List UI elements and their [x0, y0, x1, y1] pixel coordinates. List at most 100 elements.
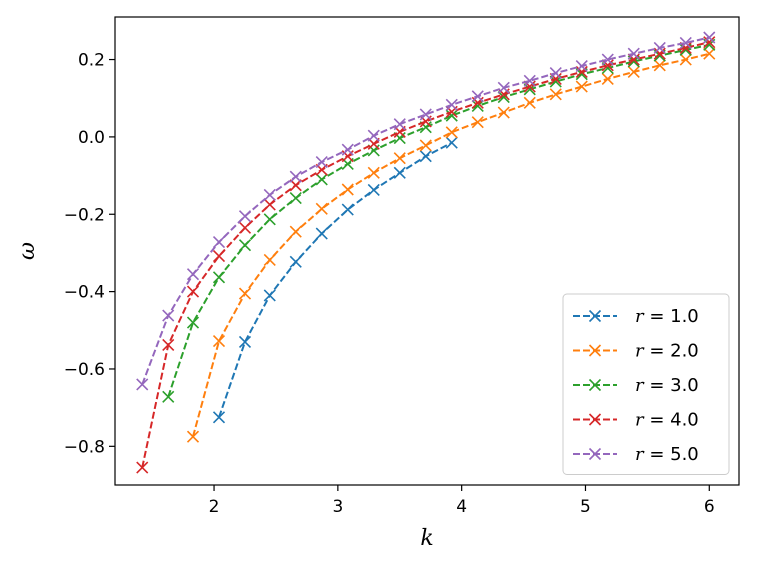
data-point: [393, 118, 406, 131]
data-point: [289, 191, 302, 205]
data-point: [341, 183, 354, 196]
data-point: [315, 155, 328, 169]
series-line: [218, 141, 453, 418]
data-point: [703, 36, 716, 49]
x-tick-label: 2: [209, 497, 220, 517]
data-point: [653, 47, 666, 60]
data-point: [263, 198, 276, 211]
data-point: [212, 271, 226, 284]
legend-label: r = 4.0: [635, 410, 699, 431]
data-point: [393, 152, 406, 165]
plot-frame: [114, 16, 740, 486]
data-point: [238, 239, 252, 252]
x-tick-label: 5: [580, 497, 591, 517]
data-point: [238, 221, 252, 234]
data-point: [575, 80, 588, 93]
legend-box: [562, 293, 730, 475]
data-point: [575, 65, 588, 78]
data-point: [212, 249, 226, 263]
data-point: [523, 74, 536, 87]
legend-marker: [588, 309, 602, 323]
data-point: [497, 81, 510, 94]
data-point: [367, 166, 380, 179]
data-point: [497, 106, 510, 119]
x-tick-label: 4: [456, 497, 467, 517]
y-tick-label: 0.2: [78, 51, 105, 71]
data-point: [627, 65, 640, 78]
data-point: [162, 390, 175, 403]
data-point: [445, 109, 458, 122]
data-point: [601, 72, 614, 85]
y-axis: −0.8 −0.6 −0.4 −0.2 0.0 0.2: [64, 51, 115, 457]
legend-label: r = 1.0: [635, 306, 699, 327]
legend-item: r = 5.0: [573, 444, 699, 465]
data-point: [703, 31, 716, 44]
data-point: [238, 335, 252, 348]
x-axis: 2 3 4 5 6: [209, 485, 715, 517]
y-tick-label: −0.8: [64, 437, 105, 457]
data-point: [238, 210, 252, 223]
data-point: [419, 139, 432, 152]
data-point: [186, 430, 200, 443]
series-line: [167, 43, 710, 398]
data-point: [445, 98, 458, 111]
legend-label: r = 2.0: [635, 341, 699, 362]
legend-label: r = 3.0: [635, 375, 699, 396]
series-line: [141, 41, 710, 468]
data-point: [238, 287, 252, 300]
data-point: [653, 41, 666, 55]
data-point: [289, 179, 302, 192]
data-point: [627, 47, 640, 60]
data-point: [186, 285, 200, 298]
series-1: [212, 136, 458, 424]
data-point: [627, 53, 640, 66]
legend-item: r = 2.0: [573, 341, 699, 362]
data-point: [471, 116, 484, 129]
data-point: [419, 108, 432, 121]
series-3: [162, 38, 716, 403]
y-tick-label: −0.2: [64, 205, 105, 225]
data-point: [703, 47, 716, 60]
data-point: [367, 129, 380, 142]
data-point: [341, 143, 354, 156]
legend: r = 1.0 r = 2.0 r = 3.0 r = 4.0 r = 5.0: [562, 293, 730, 475]
data-point: [653, 59, 666, 72]
data-point: [679, 36, 692, 49]
series-layer: [136, 31, 716, 474]
data-point: [419, 150, 432, 163]
data-point: [549, 75, 562, 88]
data-point: [445, 136, 458, 149]
data-point: [315, 227, 328, 240]
data-point: [549, 67, 562, 80]
x-tick-label: 6: [704, 497, 715, 517]
data-point: [162, 338, 175, 352]
legend-item: r = 1.0: [573, 306, 699, 327]
data-point: [315, 173, 328, 186]
legend-label: r = 5.0: [635, 444, 699, 465]
data-point: [289, 225, 302, 238]
legend-marker: [588, 447, 602, 461]
data-point: [212, 411, 226, 424]
data-point: [263, 253, 276, 266]
data-point: [315, 202, 328, 215]
y-tick-label: 0.0: [78, 128, 105, 148]
legend-marker: [588, 413, 602, 426]
data-point: [289, 255, 302, 268]
series-line: [192, 52, 710, 437]
y-axis-label: ω: [15, 242, 40, 260]
legend-item: r = 3.0: [573, 375, 699, 396]
data-point: [289, 170, 302, 183]
data-point: [601, 53, 614, 66]
data-point: [393, 166, 406, 179]
data-point: [575, 60, 588, 73]
x-axis-label: k: [420, 526, 433, 551]
x-tick-label: 3: [332, 497, 343, 517]
data-point: [263, 289, 276, 302]
series-2: [186, 47, 716, 443]
legend-item: r = 4.0: [573, 410, 699, 431]
data-point: [136, 461, 149, 474]
data-point: [523, 96, 536, 109]
y-tick-label: −0.4: [64, 283, 105, 303]
data-point: [679, 53, 692, 66]
